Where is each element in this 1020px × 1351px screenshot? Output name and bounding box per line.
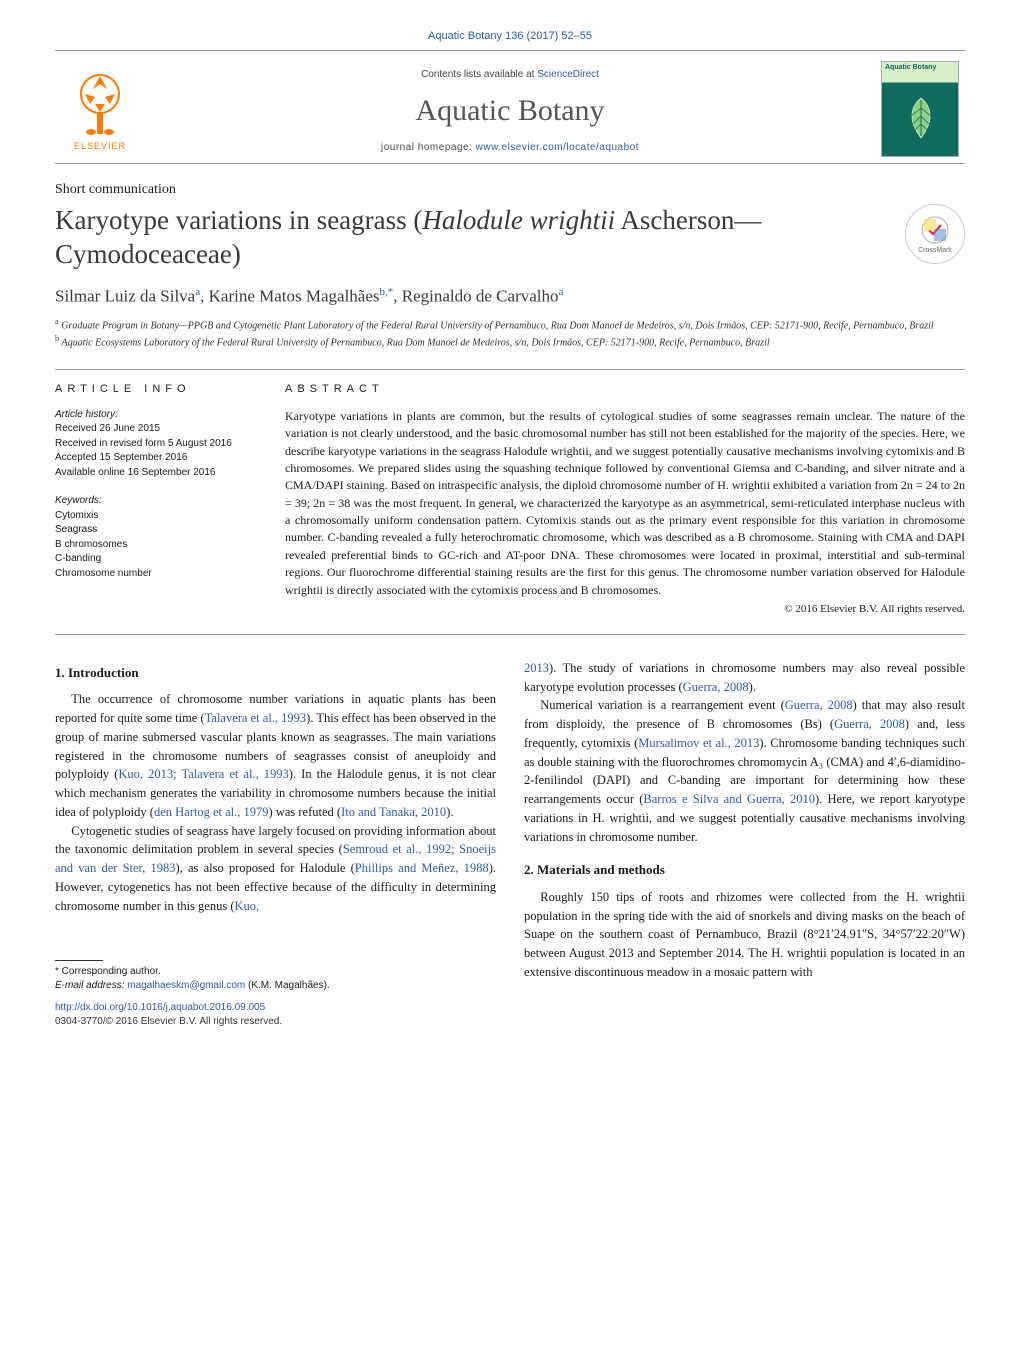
- keyword-1: Seagrass: [55, 523, 255, 538]
- ref-phillips-menez-1988[interactable]: Phillips and Meñez, 1988: [355, 861, 489, 875]
- article-title: Karyotype variations in seagrass (Halodu…: [55, 204, 905, 272]
- affiliation-b-text: Aquatic Ecosystems Laboratory of the Fed…: [62, 338, 770, 349]
- abstract-copyright: © 2016 Elsevier B.V. All rights reserved…: [285, 602, 965, 618]
- journal-brand: Aquatic Botany: [145, 94, 875, 128]
- elsevier-tree-icon: ELSEVIER: [65, 64, 135, 154]
- ref-kuo-2013-talavera[interactable]: Kuo, 2013; Talavera et al., 1993: [118, 767, 288, 781]
- meta-bottom-rule: [55, 634, 965, 635]
- sciencedirect-link[interactable]: ScienceDirect: [537, 69, 599, 80]
- corr-text: Corresponding author.: [62, 966, 161, 977]
- email-name: (K.M. Magalhães).: [245, 980, 329, 991]
- s1p4a: Numerical variation is a rearrangement e…: [540, 698, 785, 712]
- history-received: Received 26 June 2015: [55, 422, 255, 437]
- email-line: E-mail address: magalhaeskm@gmail.com (K…: [55, 979, 496, 993]
- footnote-block: * Corresponding author. E-mail address: …: [55, 960, 496, 1029]
- s1p3b: ).: [749, 680, 756, 694]
- affiliation-a: a Graduate Program in Botany—PPGB and Cy…: [55, 316, 965, 333]
- ref-denhartog-1979[interactable]: den Hartog et al., 1979: [154, 805, 269, 819]
- contents-lists-line: Contents lists available at ScienceDirec…: [145, 69, 875, 80]
- crossmark-label: CrossMark: [918, 247, 952, 254]
- keywords-label: Keywords:: [55, 495, 102, 506]
- affiliation-b: b Aquatic Ecosystems Laboratory of the F…: [55, 333, 965, 350]
- section-1-heading: 1. Introduction: [55, 663, 496, 683]
- meta-top-rule: [55, 369, 965, 370]
- author-2: Karine Matos Magalhães: [209, 286, 380, 305]
- journal-cover-wrap: Aquatic Botany: [875, 59, 965, 159]
- ref-guerra-2008c[interactable]: Guerra, 2008: [834, 717, 905, 731]
- cover-title: Aquatic Botany: [885, 64, 936, 71]
- history-revised: Received in revised form 5 August 2016: [55, 437, 255, 452]
- body-columns: 1. Introduction The occurrence of chromo…: [55, 659, 965, 1030]
- author-list: Silmar Luiz da Silvaa, Karine Matos Maga…: [55, 286, 965, 307]
- s1-p3: 2013). The study of variations in chromo…: [524, 659, 965, 697]
- ref-guerra-2008b[interactable]: Guerra, 2008: [785, 698, 853, 712]
- masthead: ELSEVIER Contents lists available at Sci…: [55, 51, 965, 163]
- issn-copyright-line: 0304-3770/© 2016 Elsevier B.V. All right…: [55, 1015, 496, 1029]
- meta-row: article info Article history: Received 2…: [55, 382, 965, 618]
- s1-p2: Cytogenetic studies of seagrass have lar…: [55, 822, 496, 916]
- homepage-prefix: journal homepage:: [381, 142, 476, 153]
- running-head-citation: Aquatic Botany 136 (2017) 52–55: [55, 30, 965, 42]
- corresponding-email-link[interactable]: magalhaeskm@gmail.com: [127, 980, 245, 991]
- history-label: Article history:: [55, 409, 118, 420]
- abstract-text: Karyotype variations in plants are commo…: [285, 408, 965, 599]
- ref-ito-tanaka-2010[interactable]: Ito and Tanaka, 2010: [341, 805, 446, 819]
- author-2-aff: b,: [380, 286, 388, 298]
- s1-p1: The occurrence of chromosome number vari…: [55, 690, 496, 821]
- history-accepted: Accepted 15 September 2016: [55, 451, 255, 466]
- svg-text:ELSEVIER: ELSEVIER: [74, 141, 126, 151]
- author-1-aff: a: [195, 286, 200, 298]
- s1p1e: ).: [446, 805, 453, 819]
- s1p1d: ) was refuted (: [269, 805, 342, 819]
- abstract-heading: abstract: [285, 382, 965, 398]
- author-3: Reginaldo de Carvalho: [402, 286, 559, 305]
- corresponding-author-note: * Corresponding author.: [55, 965, 496, 979]
- email-label: E-mail address:: [55, 980, 127, 991]
- footnote-rule: [55, 960, 103, 961]
- journal-homepage-link[interactable]: www.elsevier.com/locate/aquabot: [476, 142, 639, 153]
- ref-kuo-2013-tail[interactable]: 2013: [524, 661, 549, 675]
- publisher-logo-wrap: ELSEVIER: [55, 62, 145, 157]
- article-info-heading: article info: [55, 382, 255, 398]
- s1-p4: Numerical variation is a rearrangement e…: [524, 696, 965, 846]
- keyword-2: B chromosomes: [55, 538, 255, 553]
- ref-barros-guerra-2010[interactable]: Barros e Silva and Guerra, 2010: [643, 792, 815, 806]
- author-2-corr: *: [388, 286, 394, 298]
- ref-kuo-partial[interactable]: Kuo,: [235, 899, 260, 913]
- journal-cover-thumb: Aquatic Botany: [881, 61, 959, 157]
- contents-lists-text: Contents lists available at: [421, 69, 537, 80]
- affiliations: a Graduate Program in Botany—PPGB and Cy…: [55, 316, 965, 351]
- masthead-center: Contents lists available at ScienceDirec…: [145, 65, 875, 153]
- author-3-aff: a: [559, 286, 564, 298]
- keyword-4: Chromosome number: [55, 567, 255, 582]
- crossmark-badge[interactable]: CrossMark: [905, 204, 965, 264]
- abstract-box: abstract Karyotype variations in plants …: [285, 382, 965, 618]
- s1p2b: ), as also proposed for Halodule (: [176, 861, 355, 875]
- keyword-3: C-banding: [55, 552, 255, 567]
- journal-homepage-line: journal homepage: www.elsevier.com/locat…: [145, 142, 875, 153]
- article-type: Short communication: [55, 182, 965, 198]
- ref-mursalimov-2013[interactable]: Mursalimov et al., 2013: [638, 736, 759, 750]
- affiliation-a-text: Graduate Program in Botany—PPGB and Cyto…: [61, 320, 933, 331]
- article-info-box: article info Article history: Received 2…: [55, 382, 255, 618]
- history-online: Available online 16 September 2016: [55, 466, 255, 481]
- ref-talavera-1993[interactable]: Talavera et al., 1993: [205, 711, 307, 725]
- keyword-0: Cytomixis: [55, 509, 255, 524]
- cover-leaf-icon: [897, 94, 945, 142]
- section-2-heading: 2. Materials and methods: [524, 860, 965, 880]
- author-1: Silmar Luiz da Silva: [55, 286, 195, 305]
- s2-p1: Roughly 150 tips of roots and rhizomes w…: [524, 888, 965, 982]
- doi-link[interactable]: http://dx.doi.org/10.1016/j.aquabot.2016…: [55, 1002, 265, 1013]
- masthead-bottom-rule: [55, 163, 965, 164]
- ref-guerra-2008a[interactable]: Guerra, 2008: [683, 680, 749, 694]
- crossmark-icon: [920, 215, 950, 245]
